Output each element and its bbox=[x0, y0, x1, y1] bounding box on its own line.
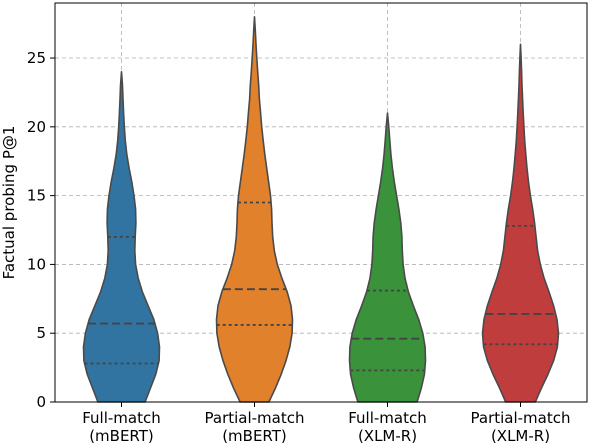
y-tick-label: 10 bbox=[27, 255, 46, 273]
x-tick-label: Partial-match bbox=[205, 409, 305, 427]
y-tick-label: 15 bbox=[27, 187, 46, 205]
plot-frame bbox=[54, 2, 588, 403]
violins bbox=[82, 16, 560, 403]
x-tick-label-sub: (XLM-R) bbox=[358, 427, 417, 445]
y-tick-label: 0 bbox=[36, 393, 46, 411]
x-axis-ticks: Full-match(mBERT)Partial-match(mBERT)Ful… bbox=[82, 402, 571, 445]
y-tick-label: 5 bbox=[36, 324, 46, 342]
violin-body bbox=[215, 16, 294, 403]
x-tick-label-sub: (mBERT) bbox=[222, 427, 287, 445]
y-axis-label: Factual probing P@1 bbox=[0, 126, 18, 280]
x-tick-label: Partial-match bbox=[471, 409, 571, 427]
violin-body bbox=[481, 43, 560, 403]
x-tick-label: Full-match bbox=[82, 409, 161, 427]
y-axis-ticks: 0 5 10 15 20 25 bbox=[27, 49, 55, 411]
violin-body bbox=[348, 112, 427, 403]
y-tick-label: 20 bbox=[27, 118, 46, 136]
x-tick-label-sub: (XLM-R) bbox=[491, 427, 550, 445]
y-tick-label: 25 bbox=[27, 49, 46, 67]
x-tick-label: Full-match bbox=[348, 409, 427, 427]
x-tick-label-sub: (mBERT) bbox=[89, 427, 154, 445]
